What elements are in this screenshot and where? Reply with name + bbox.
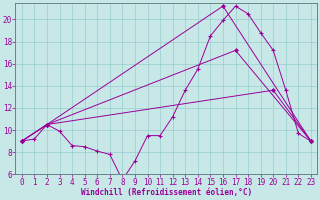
X-axis label: Windchill (Refroidissement éolien,°C): Windchill (Refroidissement éolien,°C) — [81, 188, 252, 197]
